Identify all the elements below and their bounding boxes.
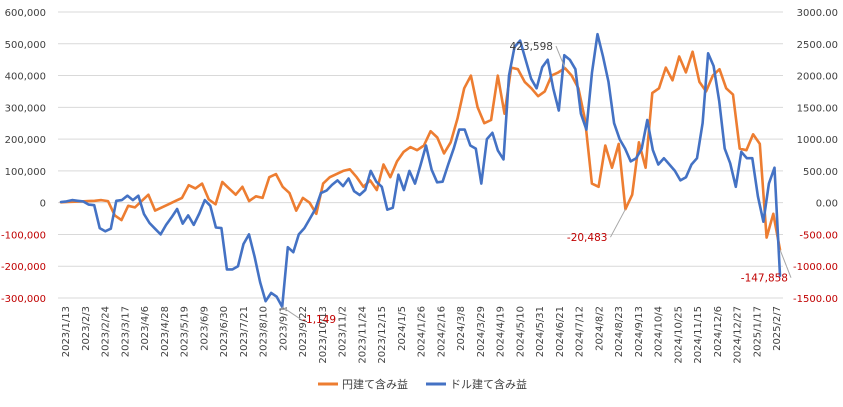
x-tick-label: 2024/12/6 [713, 306, 724, 357]
x-tick-label: 2024/1/26 [417, 306, 428, 357]
y-right-tick-label: 500.00 [803, 167, 838, 178]
legend-label-yen: 円建て含み益 [342, 377, 408, 391]
annotation-last: -147,858 [741, 273, 788, 285]
y-right-tick-label: 2500.00 [797, 40, 838, 51]
y-right-tick-label: -1500.00 [793, 294, 838, 305]
y-right-tick-label: 3000.00 [797, 8, 838, 19]
x-tick-label: 2024/1/5 [397, 306, 408, 351]
y-right-tick-label: -500.00 [799, 230, 838, 241]
annotation-usd-low: -1,149 [302, 314, 336, 326]
usd-series-line [59, 32, 782, 309]
x-tick-label: 2024/6/21 [555, 306, 566, 357]
y-left-tick-label: 300,000 [5, 103, 46, 114]
y-right-tick-label: 1000.00 [797, 135, 838, 146]
x-tick-label: 2025/1/17 [752, 306, 763, 357]
x-tick-label: 2024/4/19 [496, 306, 507, 357]
x-tick-label: 2024/8/2 [594, 306, 605, 351]
x-tick-label: 2023/3/17 [120, 306, 131, 357]
x-tick-label: 2023/6/30 [219, 306, 230, 357]
y-right-tick-label: 1500.00 [797, 103, 838, 114]
x-tick-label: 2023/9/22 [298, 306, 309, 357]
x-tick-label: 2023/9/1 [278, 306, 289, 351]
y-left-tick-label: -200,000 [1, 262, 46, 273]
x-tick-label: 2023/10/13 [318, 306, 329, 364]
legend-label-usd: ドル建て含み益 [450, 377, 527, 391]
y-left-tick-label: -100,000 [1, 230, 46, 241]
x-tick-label: 2024/12/27 [733, 306, 744, 364]
x-tick-label: 2023/7/21 [239, 306, 250, 357]
y-right-tick-label: 0.00 [816, 199, 838, 210]
y-left-tick-label: -300,000 [1, 294, 46, 305]
x-tick-label: 2024/5/31 [535, 306, 546, 357]
x-tick-label: 2023/11/24 [357, 306, 368, 364]
y-left-tick-label: 100,000 [5, 167, 46, 178]
y-left-tick-label: 200,000 [5, 135, 46, 146]
x-tick-label: 2024/2/16 [436, 306, 447, 357]
x-tick-label: 2024/8/23 [614, 306, 625, 357]
x-tick-label: 2023/8/10 [259, 306, 270, 357]
y-right-tick-label: -1000.00 [793, 262, 838, 273]
x-tick-label: 2023/4/6 [140, 306, 151, 351]
x-tick-label: 2023/1/13 [61, 306, 72, 357]
x-tick-label: 2023/5/19 [180, 306, 191, 357]
x-tick-label: 2023/4/28 [160, 306, 171, 357]
x-tick-label: 2024/10/4 [654, 306, 665, 357]
x-tick-label: 2025/2/7 [772, 306, 783, 351]
y-left-tick-label: 600,000 [5, 8, 46, 19]
x-tick-label: 2024/11/15 [693, 306, 704, 364]
annotation-peak: 423,598 [510, 41, 553, 53]
annotation-dip: -20,483 [567, 232, 608, 244]
x-tick-label: 2024/3/29 [476, 306, 487, 357]
x-tick-label: 2024/9/13 [634, 306, 645, 357]
x-tick-label: 2024/7/12 [575, 306, 586, 357]
annotation-peak-leader [555, 45, 566, 69]
y-left-tick-label: 500,000 [5, 40, 46, 51]
x-tick-label: 2023/12/15 [377, 306, 388, 364]
x-tick-label: 2023/6/9 [199, 306, 210, 351]
x-tick-label: 2024/5/10 [515, 306, 526, 357]
y-left-tick-label: 400,000 [5, 72, 46, 83]
annotation-last-leader [779, 249, 792, 278]
yen-series-line [59, 50, 782, 251]
x-tick-label: 2023/2/24 [101, 306, 112, 357]
x-tick-label: 2023/11/2 [338, 306, 349, 357]
y-left-tick-label: 0 [40, 199, 46, 210]
x-tick-label: 2024/10/25 [673, 306, 684, 364]
annotation-usd-leader [281, 306, 301, 320]
x-tick-label: 2024/3/8 [456, 306, 467, 351]
x-tick-label: 2023/2/3 [81, 306, 92, 351]
annotation-dip-leader [610, 208, 626, 238]
y-right-tick-label: 2000.00 [797, 72, 838, 83]
